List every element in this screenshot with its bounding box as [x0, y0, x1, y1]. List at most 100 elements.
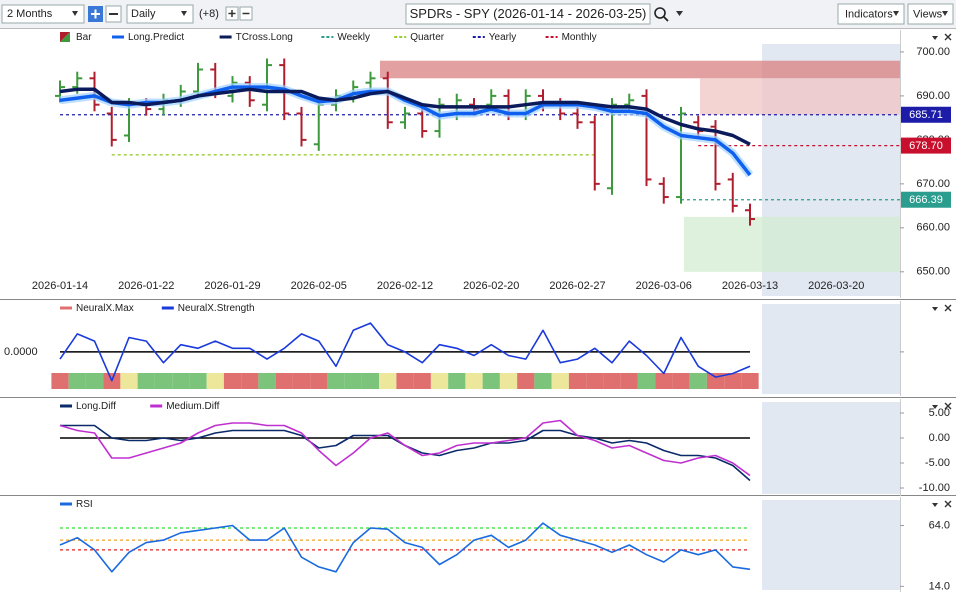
y-tick-label: 660.00 — [916, 222, 950, 234]
panel-menu[interactable] — [932, 307, 938, 311]
forecast-area — [762, 402, 900, 494]
dropdown-icon[interactable] — [676, 11, 683, 16]
strip-cell — [137, 373, 155, 389]
strip-cell — [223, 373, 242, 389]
strip-cell — [689, 373, 707, 389]
strip-cell — [551, 373, 569, 389]
period-select[interactable] — [1, 4, 85, 24]
strip-cell — [430, 373, 449, 389]
strip-cell — [465, 373, 483, 389]
panel-close[interactable] — [944, 304, 952, 312]
y-tick-label: -10.00 — [919, 482, 950, 494]
legend-swatch — [60, 32, 70, 42]
legend-label: Yearly — [489, 32, 516, 43]
offset-text: (+8) — [199, 8, 219, 20]
strip-cell — [51, 373, 69, 389]
strip-cell — [241, 373, 259, 389]
dropdown-icon — [942, 11, 948, 16]
legend-label: NeuralX.Strength — [178, 303, 255, 314]
views-text: Views — [913, 8, 943, 20]
price-tag-label: 666.39 — [909, 194, 943, 206]
strip-cell — [499, 373, 518, 389]
x-tick-label: 2026-01-29 — [204, 280, 260, 292]
legend-label: Weekly — [337, 32, 370, 43]
strip-cell — [448, 373, 466, 389]
interval-select[interactable] — [126, 4, 194, 24]
x-tick-label: 2026-02-12 — [377, 280, 433, 292]
panel-menu[interactable] — [932, 405, 938, 409]
legend-label: RSI — [76, 499, 93, 510]
strip-cell — [741, 373, 759, 389]
strip-cell — [637, 373, 656, 389]
strip-cell — [361, 373, 380, 389]
price-tag — [901, 137, 951, 154]
strip-cell — [206, 373, 224, 389]
strip-cell — [620, 373, 638, 389]
legend-label: Monthly — [562, 32, 597, 43]
strip-cell — [189, 373, 207, 389]
strip-cell — [327, 373, 345, 389]
legend-label: Quarter — [410, 32, 445, 43]
legend-label: Medium.Diff — [166, 401, 219, 412]
strip-cell — [172, 373, 190, 389]
search-icon-handle — [663, 16, 669, 22]
y-tick-label: 690.00 — [916, 90, 950, 102]
period-text: 2 Months — [7, 8, 53, 20]
panel-menu[interactable] — [932, 36, 938, 40]
x-tick-label: 2026-03-06 — [636, 280, 692, 292]
price-tag-label: 678.70 — [909, 140, 943, 152]
series-line — [59, 522, 751, 573]
panel-close[interactable] — [944, 33, 952, 41]
y-tick-label: 5.00 — [929, 407, 950, 419]
strip-cell — [154, 373, 173, 389]
strip-cell — [379, 373, 397, 389]
forecast-area — [762, 304, 900, 394]
y-tick-label: -5.00 — [925, 457, 950, 469]
y-tick-label: 14.0 — [929, 580, 950, 592]
legend-label: Bar — [76, 32, 92, 43]
strip-cell — [120, 373, 138, 389]
price-tag — [901, 106, 951, 123]
strip-cell — [344, 373, 362, 389]
x-tick-label: 2026-01-22 — [118, 280, 174, 292]
panel-menu[interactable] — [932, 503, 938, 507]
zone — [700, 78, 900, 115]
strip-cell — [258, 373, 276, 389]
x-tick-label: 2026-03-13 — [722, 280, 778, 292]
symbol-title: SPDRs - SPY (2026-01-14 - 2026-03-25) — [410, 6, 647, 21]
price-tag-label: 685.71 — [909, 109, 943, 121]
series-line — [59, 87, 751, 146]
strip-cell — [568, 373, 587, 389]
y-tick-label: 700.00 — [916, 46, 950, 58]
strip-cell — [396, 373, 414, 389]
symbol-box[interactable] — [405, 3, 651, 25]
strip-cell — [724, 373, 742, 389]
zone — [684, 216, 900, 272]
plus-icon — [91, 9, 100, 19]
legend-label: NeuralX.Max — [76, 303, 134, 314]
x-tick-label: 2026-01-14 — [32, 280, 88, 292]
views-button[interactable] — [907, 3, 954, 25]
indicators-button[interactable] — [837, 3, 905, 25]
strip-cell — [517, 373, 535, 389]
legend-label: Long.Predict — [128, 32, 184, 43]
forecast-area — [762, 500, 900, 590]
search-icon[interactable] — [654, 7, 666, 19]
strip-cell — [85, 373, 104, 389]
interval-text: Daily — [131, 8, 156, 20]
dropdown-icon — [893, 11, 899, 16]
strip-cell — [672, 373, 690, 389]
dropdown-icon — [72, 11, 78, 16]
legend-label: TCross.Long — [236, 32, 293, 43]
panel-close[interactable] — [944, 500, 952, 508]
zone — [380, 60, 900, 79]
indicators-text: Indicators — [845, 8, 893, 20]
x-tick-label: 2026-02-20 — [463, 280, 519, 292]
y-tick-label: 0.00 — [929, 432, 950, 444]
x-tick-label: 2026-02-27 — [549, 280, 605, 292]
strip-cell — [482, 373, 500, 389]
strip-cell — [534, 373, 552, 389]
plus-icon — [228, 10, 236, 17]
panel-close[interactable] — [944, 402, 952, 410]
